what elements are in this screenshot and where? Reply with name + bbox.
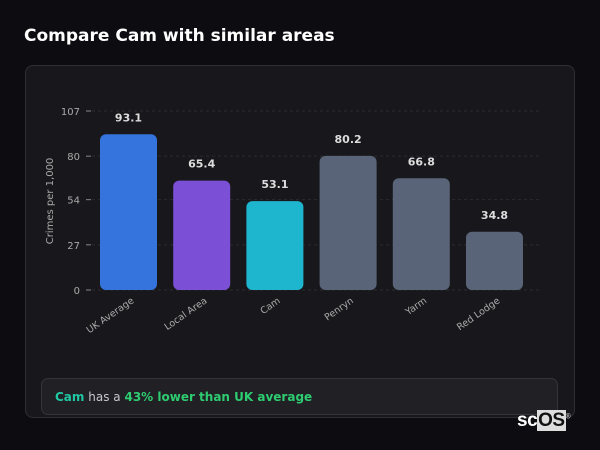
- insight-area: Cam: [55, 390, 85, 404]
- x-tick-label: Cam: [259, 295, 283, 316]
- bar-uk-average: [100, 134, 157, 290]
- y-tick-label: 0: [74, 286, 80, 297]
- data-label: 66.8: [408, 155, 435, 168]
- y-tick-label: 54: [67, 196, 80, 207]
- bar-cam: [246, 201, 304, 290]
- bar-penryn: [319, 155, 377, 290]
- x-tick-label: Local Area: [163, 295, 210, 332]
- data-label: 93.1: [115, 111, 142, 124]
- logo: scOS®: [517, 410, 571, 431]
- bar-red-lodge: [466, 231, 523, 290]
- x-tick-label: UK Average: [85, 295, 137, 336]
- x-tick-label: Yarm: [403, 295, 429, 318]
- y-tick-label: 27: [67, 241, 80, 252]
- insight-middle: has a: [88, 390, 121, 404]
- x-tick-label: Penryn: [323, 295, 356, 323]
- data-label: 34.8: [481, 209, 508, 222]
- y-tick-label: 107: [61, 107, 80, 118]
- bar-yarm: [392, 178, 450, 290]
- insight-box: Cam has a 43% lower than UK average: [41, 378, 558, 415]
- data-label: 65.4: [188, 158, 215, 171]
- page-title: Compare Cam with similar areas: [24, 26, 335, 46]
- insight-highlight: 43% lower than UK average: [124, 390, 313, 404]
- y-axis-label: Crimes per 1,000: [45, 158, 56, 245]
- y-tick-label: 80: [67, 152, 80, 163]
- x-tick-label: Red Lodge: [455, 295, 502, 333]
- bar-local-area: [173, 180, 231, 290]
- data-label: 53.1: [261, 178, 288, 191]
- data-label: 80.2: [335, 133, 362, 146]
